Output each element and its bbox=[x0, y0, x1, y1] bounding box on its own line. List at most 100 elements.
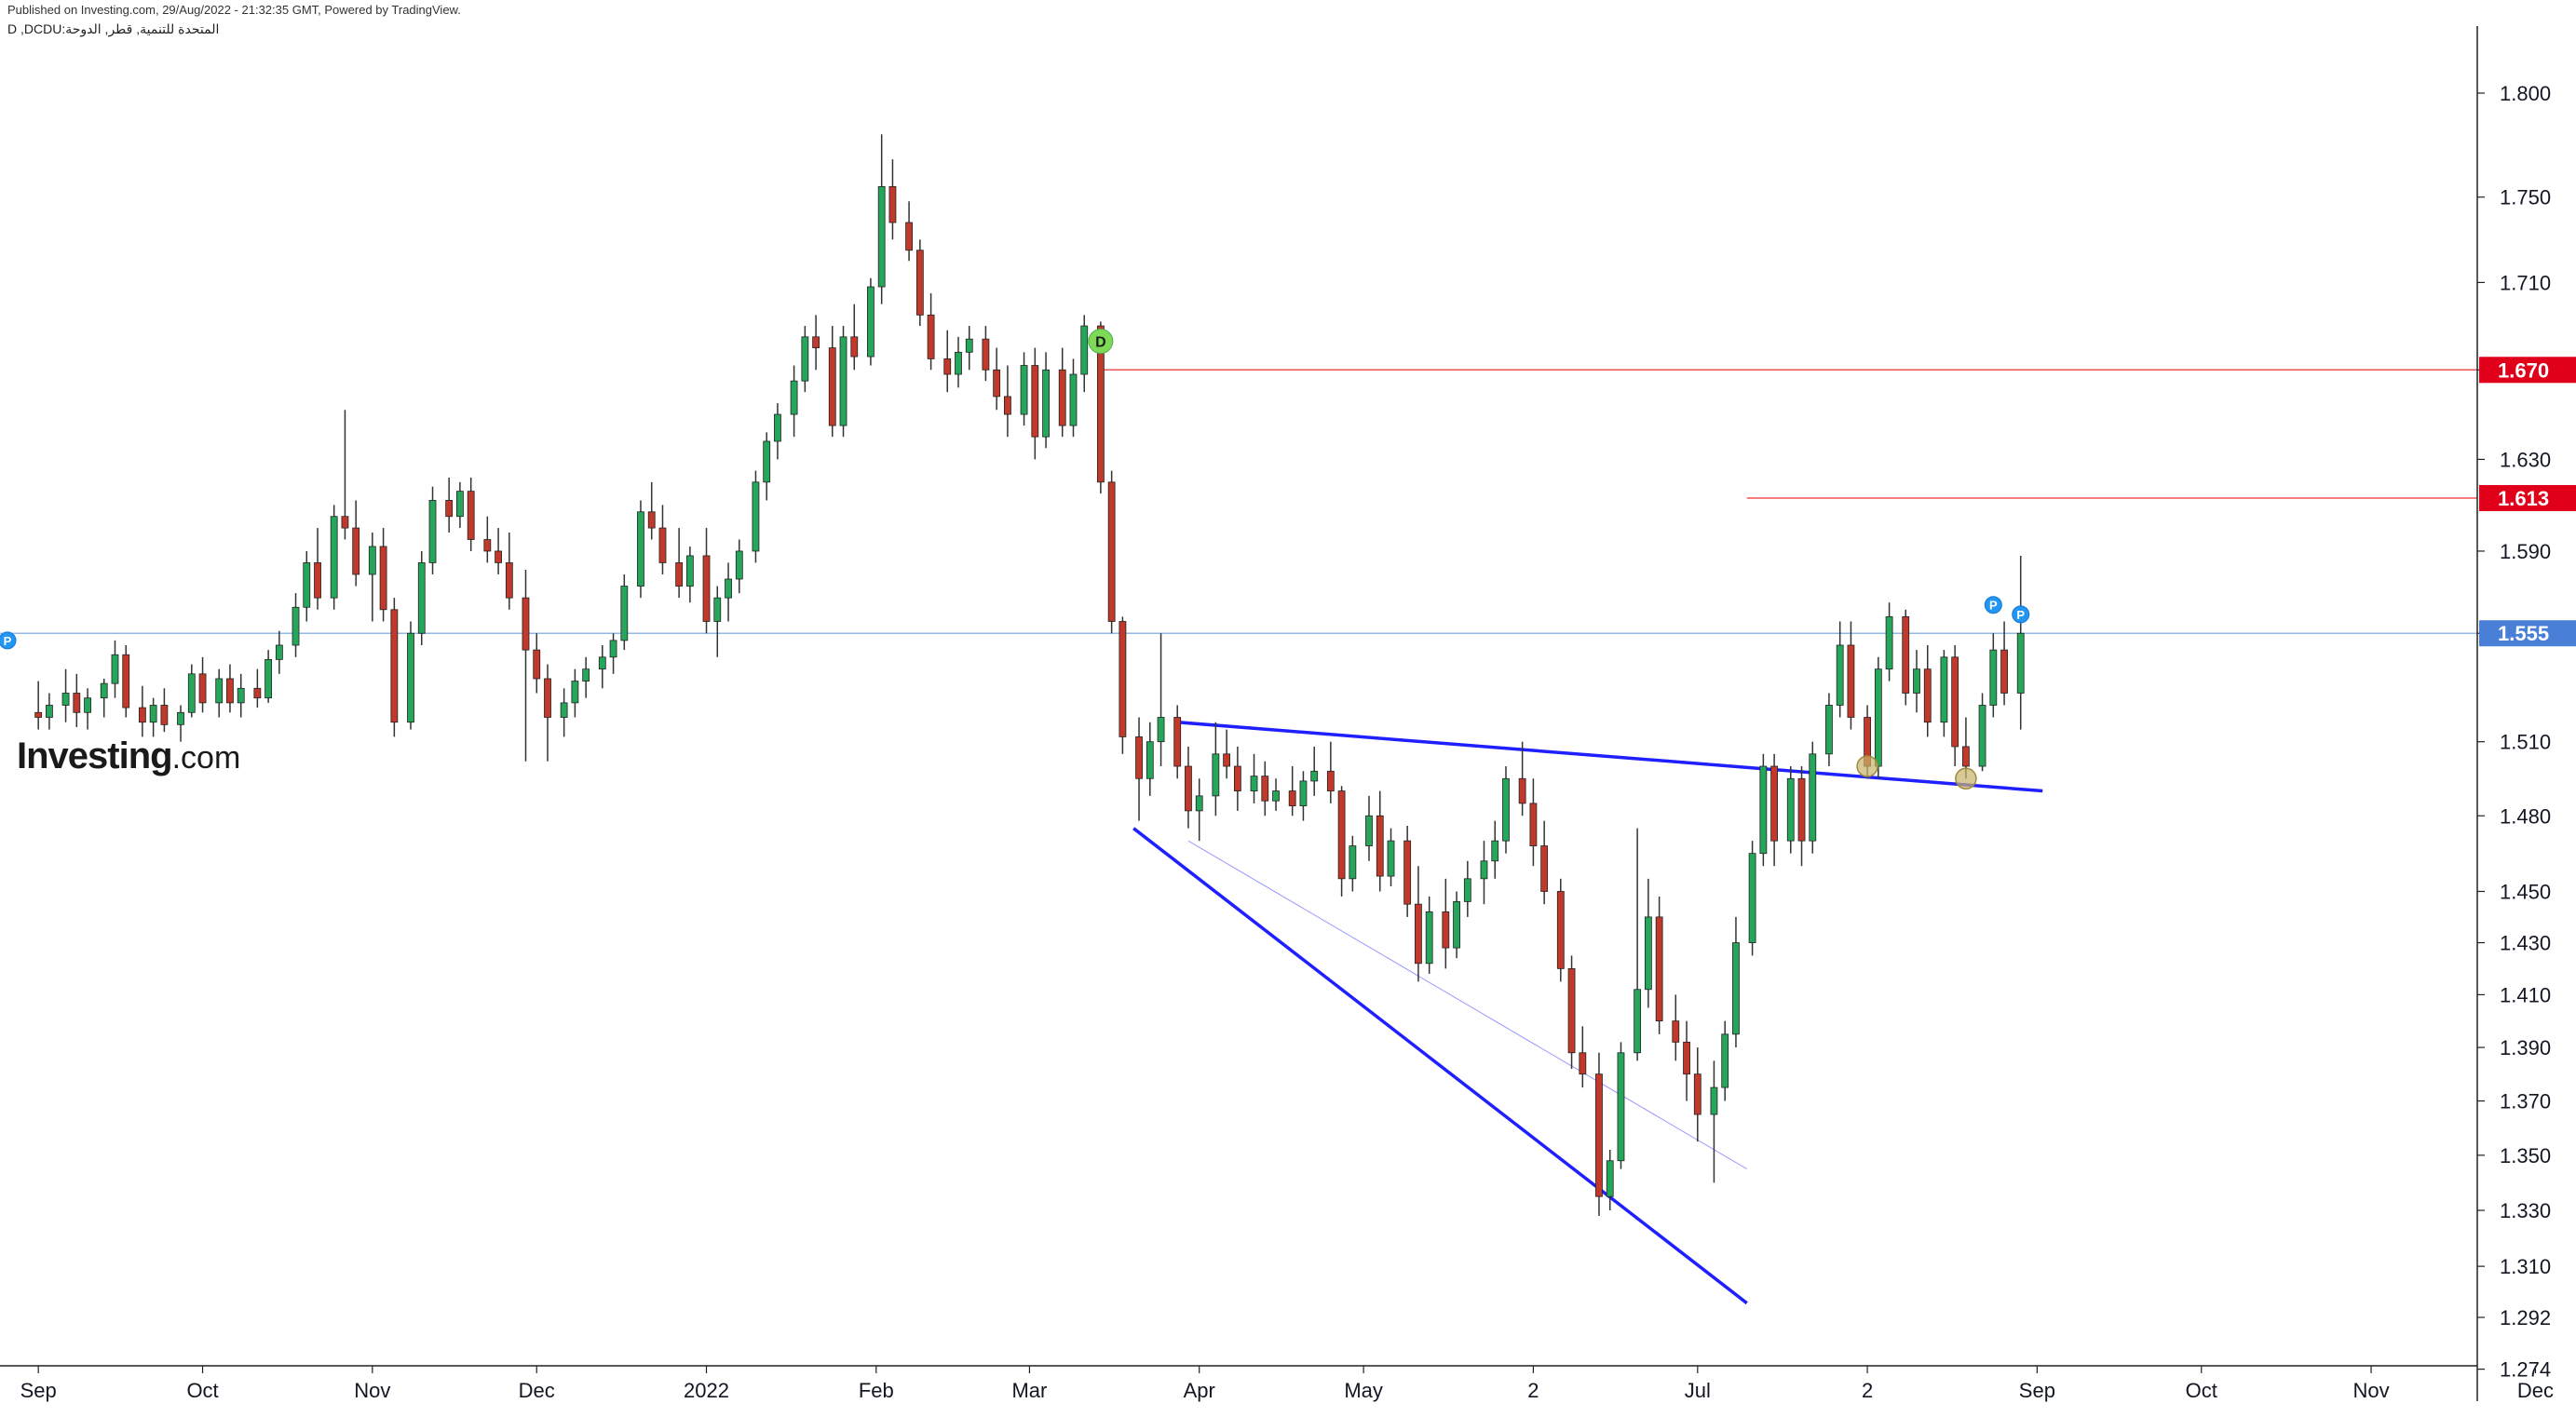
candle bbox=[303, 550, 311, 622]
candle-down bbox=[522, 597, 530, 651]
candle bbox=[314, 528, 321, 610]
candle bbox=[2016, 555, 2025, 730]
candle-up bbox=[774, 413, 781, 442]
candle-down bbox=[352, 527, 360, 575]
candle-up bbox=[275, 644, 283, 660]
candle bbox=[1989, 633, 1998, 718]
candle bbox=[1135, 717, 1143, 821]
price-tag: 1.613 bbox=[2479, 484, 2576, 511]
candle bbox=[620, 574, 629, 651]
candle-down bbox=[73, 693, 81, 713]
marker-label: P bbox=[4, 634, 12, 648]
candle-up bbox=[1491, 840, 1499, 862]
price-tag: 1.555 bbox=[2479, 620, 2576, 647]
split-marker[interactable]: P bbox=[2012, 605, 2030, 624]
candle bbox=[1349, 835, 1357, 892]
candle-up bbox=[1480, 860, 1488, 880]
candle bbox=[1825, 693, 1833, 767]
candle bbox=[1146, 722, 1154, 796]
candle bbox=[725, 562, 732, 622]
split-marker[interactable]: P bbox=[0, 631, 17, 650]
price-tag-bg bbox=[2479, 357, 2576, 384]
candle bbox=[264, 650, 273, 703]
candle bbox=[1644, 878, 1652, 1008]
candle bbox=[1212, 722, 1220, 816]
candle bbox=[1387, 828, 1395, 887]
candle-up bbox=[1940, 656, 1948, 723]
candle bbox=[379, 528, 387, 622]
candle-up bbox=[1425, 911, 1433, 965]
candle bbox=[253, 668, 262, 708]
candle bbox=[1365, 795, 1373, 861]
candle-down bbox=[1847, 644, 1855, 718]
marker-circle bbox=[1984, 596, 2002, 614]
published-note: Published on Investing.com, 29/Aug/2022 … bbox=[7, 3, 461, 17]
y-tick-label: 1.800 bbox=[2500, 82, 2551, 105]
candle-down bbox=[1655, 916, 1663, 1022]
candle-down bbox=[888, 186, 897, 223]
support-touch-marker bbox=[1955, 767, 1977, 790]
candle-down bbox=[1567, 967, 1576, 1054]
candle-down bbox=[1595, 1073, 1603, 1197]
candle bbox=[533, 633, 541, 694]
candle-up bbox=[598, 656, 606, 670]
candle bbox=[560, 688, 568, 737]
candle-down bbox=[1923, 668, 1932, 723]
marker-label: P bbox=[1989, 599, 1998, 613]
candle bbox=[1721, 1020, 1729, 1101]
candle bbox=[867, 277, 874, 366]
x-tick-label: Sep bbox=[2019, 1379, 2055, 1402]
candle-up bbox=[1989, 649, 1998, 706]
candle bbox=[330, 505, 338, 610]
candle-up bbox=[407, 632, 414, 723]
candle-down bbox=[812, 336, 820, 349]
candle bbox=[1502, 766, 1510, 854]
y-tick-label: 1.292 bbox=[2500, 1306, 2551, 1329]
split-marker[interactable]: P bbox=[1984, 596, 2002, 614]
candle bbox=[1978, 693, 1986, 772]
candle-up bbox=[1463, 878, 1471, 902]
candle bbox=[352, 500, 360, 587]
candle bbox=[1195, 778, 1203, 842]
candle bbox=[877, 134, 886, 304]
candle-down bbox=[1951, 656, 1959, 748]
candle bbox=[1732, 916, 1740, 1048]
candle bbox=[1655, 896, 1663, 1034]
candle bbox=[456, 481, 464, 529]
candle bbox=[752, 470, 760, 563]
candle bbox=[2000, 621, 2008, 706]
candle bbox=[483, 516, 492, 563]
candle bbox=[1261, 761, 1269, 816]
candle bbox=[198, 656, 207, 713]
candle bbox=[685, 546, 694, 603]
candle-up bbox=[1748, 853, 1756, 943]
candle-up bbox=[1644, 916, 1652, 991]
y-tick-label: 1.590 bbox=[2500, 540, 2551, 563]
dividend-marker[interactable]: D bbox=[1088, 329, 1114, 355]
candle-up bbox=[330, 516, 338, 599]
candle-up bbox=[428, 500, 437, 563]
x-tick-label: Nov bbox=[2352, 1379, 2389, 1402]
candle-up bbox=[965, 338, 973, 353]
candle bbox=[1463, 860, 1471, 917]
x-tick-label: 2022 bbox=[684, 1379, 729, 1402]
candle bbox=[943, 330, 952, 393]
markers: D P P P bbox=[0, 329, 2030, 790]
candle-up bbox=[187, 673, 196, 713]
price-tag-bg bbox=[2479, 484, 2576, 511]
symbol-label: D ,DCDU:المتحدة للتنمية, قطر, الدوحة bbox=[7, 21, 220, 36]
candle bbox=[1157, 633, 1165, 767]
candle bbox=[888, 159, 897, 240]
candle-up bbox=[291, 606, 300, 646]
candle bbox=[73, 673, 81, 727]
y-tick-label: 1.350 bbox=[2500, 1144, 2551, 1167]
candle-down bbox=[702, 555, 711, 622]
candle bbox=[61, 668, 70, 722]
candle bbox=[1809, 741, 1817, 854]
candle-down bbox=[927, 314, 935, 359]
candle bbox=[1579, 1026, 1587, 1088]
candle bbox=[237, 673, 245, 718]
candle-up bbox=[735, 550, 743, 580]
candle-up bbox=[84, 697, 91, 713]
